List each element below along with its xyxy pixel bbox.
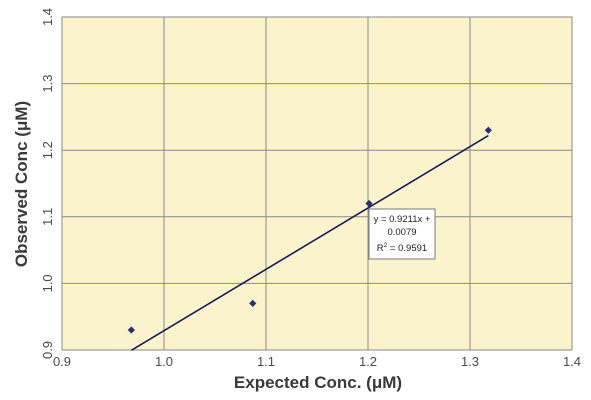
y-tick-labels: 0.9 1.0 1.1 1.2 1.3 1.4: [40, 8, 55, 359]
r-squared-superscript: 2: [384, 242, 388, 249]
y-tick-label: 1.2: [40, 141, 55, 159]
equation-line-1: y = 0.9211x +: [374, 214, 431, 225]
y-axis-title: Observed Conc (μM): [12, 101, 31, 267]
data-point: [484, 126, 492, 134]
data-point: [249, 299, 257, 307]
x-axis-title: Expected Conc. (μM): [234, 373, 402, 392]
plot-area: [61, 16, 573, 351]
x-tick-label: 1.0: [155, 354, 173, 369]
equation-box-frame: [368, 208, 436, 260]
r-squared-prefix: R: [377, 243, 384, 254]
x-tick-label: 1.2: [359, 354, 377, 369]
y-tick-label: 1.3: [40, 75, 55, 93]
equation-line-2: 0.0079: [387, 227, 416, 238]
y-tick-label: 1.1: [40, 208, 55, 226]
data-point: [365, 199, 373, 208]
x-tick-labels: 0.9 1.0 1.1 1.2 1.3 1.4: [53, 354, 581, 369]
r-squared-value: = 0.9591: [387, 243, 427, 254]
x-tick-label: 1.4: [563, 354, 581, 369]
y-tick-label: 0.9: [40, 341, 55, 359]
y-tick-label: 1.0: [40, 274, 55, 292]
y-tick-label: 1.4: [40, 8, 55, 26]
equation-box: y = 0.9211x + 0.0079 R2 = 0.9591: [368, 208, 436, 260]
data-points: [127, 126, 492, 334]
x-tick-label: 0.9: [53, 354, 71, 369]
trendline: [130, 134, 489, 352]
data-point: [127, 326, 135, 334]
r-squared-label: R2 = 0.9591: [377, 242, 427, 254]
grid-lines: [61, 16, 573, 351]
x-tick-label: 1.1: [257, 354, 275, 369]
x-tick-label: 1.3: [461, 354, 479, 369]
